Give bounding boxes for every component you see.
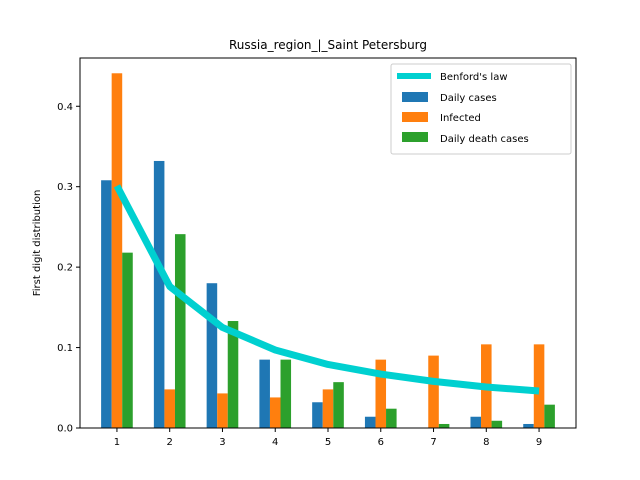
bar-daily-cases-2 xyxy=(153,160,165,428)
bar-daily-death-cases-4 xyxy=(280,359,292,428)
legend-label-daily-death-cases: Daily death cases xyxy=(440,134,529,145)
x-tick-label-5: 5 xyxy=(325,437,331,448)
bar-daily-cases-1 xyxy=(101,180,112,428)
legend-label-daily-cases: Daily cases xyxy=(440,93,497,104)
x-tick-label-8: 8 xyxy=(483,437,489,448)
axes-layer: 1 2 3 4 5 6 7 8 9 0.0 0.1 0.2 0.3 0.4 xyxy=(57,57,577,448)
bar-daily-cases-3 xyxy=(206,283,218,428)
benford-line-layer xyxy=(113,184,540,395)
bar-infected-1 xyxy=(111,73,123,428)
y-tick-label-0.2: 0.2 xyxy=(57,263,73,274)
bar-daily-death-cases-1 xyxy=(122,252,133,428)
bar-daily-cases-9 xyxy=(523,423,534,428)
legend-label-benford: Benford's law xyxy=(440,72,508,83)
bar-daily-cases-4 xyxy=(259,359,270,428)
y-tick-label-0.3: 0.3 xyxy=(57,182,73,193)
bar-daily-death-cases-7 xyxy=(438,423,450,428)
x-tick-label-9: 9 xyxy=(536,437,542,448)
bars-layer xyxy=(101,73,555,428)
chart-title: Russia_region_|_Saint Petersburg xyxy=(229,38,427,52)
bar-daily-death-cases-2 xyxy=(174,234,186,428)
y-axis-label: First digit distribution xyxy=(32,190,43,297)
x-tick-label-7: 7 xyxy=(430,437,436,448)
bar-daily-cases-5 xyxy=(312,402,323,428)
x-tick-label-6: 6 xyxy=(378,437,384,448)
bar-daily-death-cases-9 xyxy=(544,404,555,428)
bar-daily-death-cases-6 xyxy=(386,408,397,428)
bar-daily-cases-6 xyxy=(364,416,376,428)
x-tick-label-1: 1 xyxy=(114,437,120,448)
x-tick-label-4: 4 xyxy=(272,437,278,448)
legend-swatch-infected xyxy=(402,112,428,122)
legend-swatch-daily-death-cases xyxy=(402,132,428,142)
bar-daily-death-cases-8 xyxy=(491,420,503,428)
legend-frame xyxy=(390,63,572,155)
bar-infected-3 xyxy=(217,393,228,428)
legend-label-infected: Infected xyxy=(440,113,481,124)
bar-infected-6 xyxy=(375,359,387,428)
y-tick-label-0.0: 0.0 xyxy=(57,424,73,435)
x-tick-label-2: 2 xyxy=(167,437,173,448)
x-tick-label-3: 3 xyxy=(219,437,225,448)
bar-infected-9 xyxy=(533,344,545,428)
bar-daily-cases-8 xyxy=(470,416,482,428)
bar-daily-death-cases-5 xyxy=(333,382,344,428)
benford-line xyxy=(113,184,540,395)
legend-swatch-daily-cases xyxy=(402,92,428,102)
y-tick-label-0.1: 0.1 xyxy=(57,343,73,354)
y-tick-label-0.4: 0.4 xyxy=(57,102,73,113)
bar-infected-2 xyxy=(164,389,175,428)
bar-infected-4 xyxy=(269,397,281,428)
bar-infected-5 xyxy=(322,389,334,428)
legend: Benford's law Daily cases Infected Daily… xyxy=(390,63,572,155)
bar-infected-7 xyxy=(428,355,439,428)
bar-daily-death-cases-3 xyxy=(227,321,239,428)
